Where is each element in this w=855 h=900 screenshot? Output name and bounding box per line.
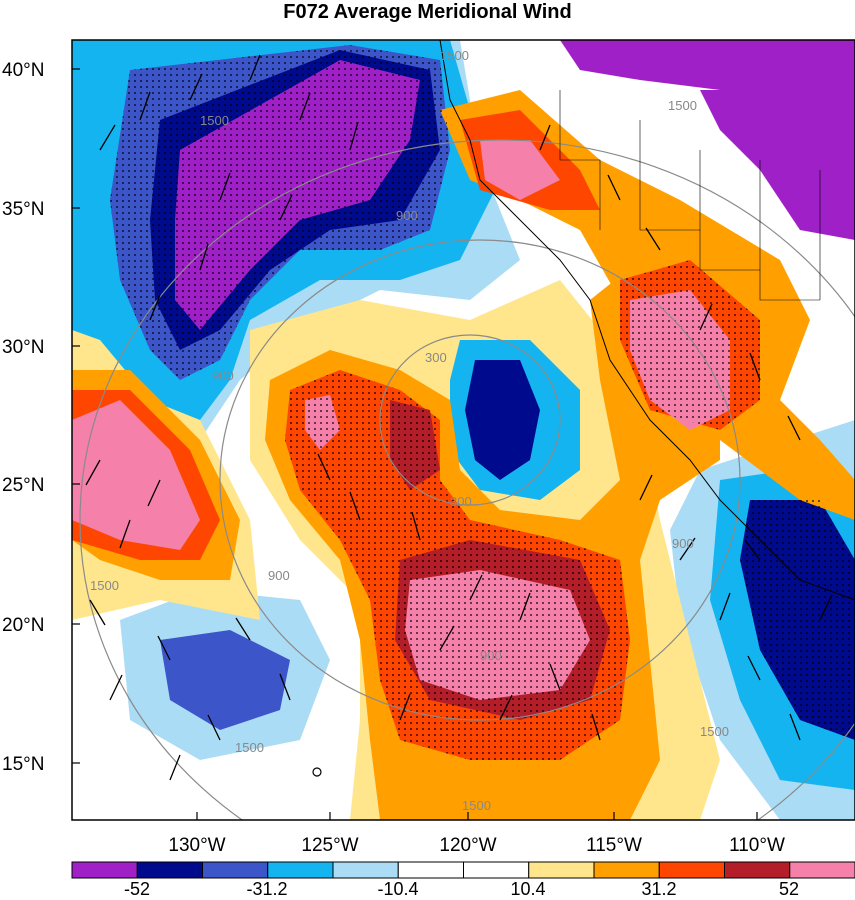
lat-label-35n: 35°N	[2, 199, 44, 220]
navy-region-center	[465, 360, 540, 480]
lat-label-40n: 40°N	[2, 60, 44, 81]
colorbar-swatch	[724, 861, 791, 879]
colorbar-label-neg31-2: -31.2	[246, 879, 287, 899]
colorbar	[71, 861, 855, 879]
colorbar-swatch	[463, 861, 530, 879]
contour-label: 1500	[440, 48, 469, 63]
colorbar-swatch	[202, 861, 269, 879]
height-contours	[79, 139, 855, 820]
contour-label: 900	[396, 208, 418, 223]
contour-label: 1500	[200, 113, 229, 128]
contour-label: 1500	[462, 798, 491, 813]
contour-label: 300	[450, 494, 472, 509]
coastline	[439, 40, 855, 601]
contour-label: 900	[212, 368, 234, 383]
colorbar-swatch	[136, 861, 203, 879]
colorbar-label-neg10-4: -10.4	[377, 879, 418, 899]
contour-label: 900	[480, 648, 502, 663]
contour-label: 900	[672, 536, 694, 551]
contour-label: 1500	[90, 578, 119, 593]
colorbar-label-31-2: 31.2	[641, 879, 676, 899]
wind-barbs	[85, 54, 833, 781]
lon-label-125w: 125°W	[301, 835, 358, 856]
contour-label: 900	[268, 568, 290, 583]
colorbar-swatch	[528, 861, 595, 879]
blue-region-sw	[160, 630, 290, 730]
lon-label-110w: 110°W	[729, 835, 785, 856]
colorbar-label-neg52: -52	[124, 879, 150, 899]
longitude-axis	[196, 812, 758, 820]
map-plot-area: 300 300 900 900 900 900 900 1500 1500 15…	[72, 40, 855, 820]
contour-label: 1500	[700, 724, 729, 739]
contour-label: 1500	[668, 98, 697, 113]
contour-label: 1500	[235, 740, 264, 755]
colorbar-swatch	[789, 861, 855, 879]
lat-label-15n: 15°N	[2, 754, 44, 775]
colorbar-swatch	[397, 861, 464, 879]
colorbar-swatch	[658, 861, 725, 879]
contour-label: 300	[425, 350, 447, 365]
colorbar-swatch	[593, 861, 660, 879]
lon-label-115w: 115°W	[586, 835, 642, 856]
stipple-north	[110, 45, 450, 380]
lon-label-120w: 120°W	[439, 835, 496, 856]
map-title: F072 Average Meridional Wind	[283, 1, 572, 23]
stipple-east	[740, 500, 855, 740]
colorbar-label-52: 52	[779, 879, 799, 899]
pink-region-west	[72, 400, 200, 550]
colorbar-swatch	[71, 861, 138, 879]
colorbar-swatch	[332, 861, 399, 879]
calm-marker	[312, 767, 322, 777]
stipple-center	[285, 370, 630, 760]
lat-label-20n: 20°N	[2, 615, 44, 636]
colorbar-swatch	[267, 861, 334, 879]
purple-region-east	[700, 90, 855, 240]
lat-label-25n: 25°N	[2, 475, 44, 496]
lon-label-130w: 130°W	[168, 835, 225, 856]
latitude-axis	[72, 68, 80, 764]
plot-border	[71, 39, 855, 821]
state-borders	[559, 90, 821, 301]
lat-label-30n: 30°N	[2, 337, 44, 358]
colorbar-label-10-4: 10.4	[510, 879, 545, 899]
